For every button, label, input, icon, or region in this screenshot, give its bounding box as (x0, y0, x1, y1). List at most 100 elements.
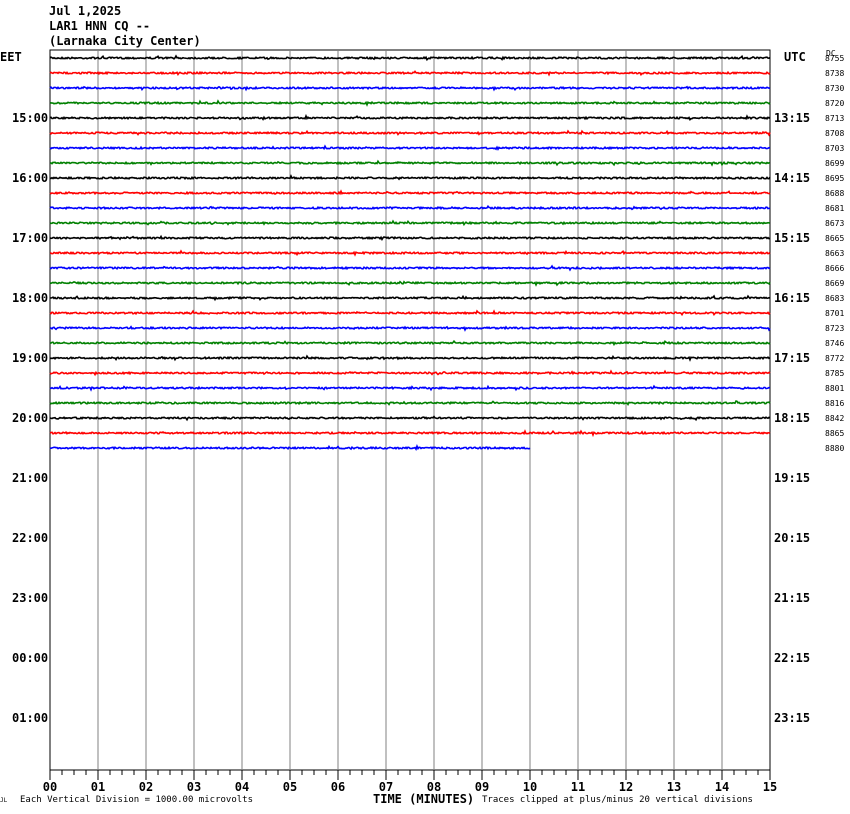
seismic-trace (49, 369, 771, 377)
x-tick-label: 01 (91, 780, 105, 794)
dc-offset-label: 8816 (825, 399, 844, 408)
seismic-trace (49, 280, 771, 287)
x-tick-label: 12 (619, 780, 633, 794)
seismic-trace (49, 189, 771, 196)
x-tick-label: 05 (283, 780, 297, 794)
left-time-label: 17:00 (12, 231, 48, 245)
x-tick-label: 11 (571, 780, 585, 794)
seismic-trace (49, 129, 771, 137)
x-tick-label: 06 (331, 780, 345, 794)
left-time-label: 20:00 (12, 411, 48, 425)
seismic-trace (49, 113, 771, 121)
dc-label: DC (826, 49, 836, 58)
left-timezone-label: EET (0, 50, 22, 64)
dc-offset-label: 8880 (825, 444, 844, 453)
seismic-trace (49, 234, 771, 242)
right-time-label: 17:15 (774, 351, 810, 365)
left-time-label: 22:00 (12, 531, 48, 545)
seismic-trace (49, 204, 771, 211)
seismic-trace (49, 339, 771, 347)
seismic-trace (49, 99, 771, 107)
left-time-label: 21:00 (12, 471, 48, 485)
seismic-trace (49, 325, 771, 332)
x-tick-label: 08 (427, 780, 441, 794)
left-time-label: 16:00 (12, 171, 48, 185)
dc-offset-label: 8666 (825, 264, 844, 273)
dc-offset-label: 8681 (825, 204, 844, 213)
x-tick-label: 07 (379, 780, 393, 794)
x-tick-label: 10 (523, 780, 537, 794)
x-tick-label: 03 (187, 780, 201, 794)
left-time-label: 19:00 (12, 351, 48, 365)
seismic-trace (49, 219, 771, 227)
dc-offset-label: 8746 (825, 339, 844, 348)
dc-offset-label: 8673 (825, 219, 844, 228)
header-station: LAR1 HNN CQ -- (49, 19, 151, 33)
dc-offset-label: 8755 (825, 54, 844, 63)
dc-offset-label: 8683 (825, 294, 844, 303)
seismic-trace (49, 264, 771, 272)
seismic-trace (49, 354, 771, 362)
x-tick-label: 09 (475, 780, 489, 794)
left-time-label: 15:00 (12, 111, 48, 125)
x-tick-label: 04 (235, 780, 249, 794)
right-time-label: 14:15 (774, 171, 810, 185)
x-tick-label: 13 (667, 780, 681, 794)
right-time-label: 20:15 (774, 531, 810, 545)
header-date: Jul 1,2025 (49, 4, 122, 18)
seismic-trace (49, 429, 771, 438)
dc-offset-label: 8708 (825, 129, 844, 138)
seismic-trace (49, 85, 771, 92)
x-tick-label: 02 (139, 780, 153, 794)
dc-offset-label: 8695 (825, 174, 844, 183)
seismic-trace (49, 309, 771, 317)
dc-offset-label: 8663 (825, 249, 844, 258)
scale-note: Each Vertical Division = 1000.00 microvo… (20, 795, 253, 805)
right-time-label: 22:15 (774, 651, 810, 665)
dc-offset-label: 8713 (825, 114, 844, 123)
seismic-trace (49, 400, 771, 406)
dc-offset-label: 8723 (825, 324, 844, 333)
seismic-trace (49, 54, 771, 62)
seismic-trace (49, 249, 771, 257)
plot-frame (49, 49, 771, 771)
dc-offset-label: 8842 (825, 414, 844, 423)
dc-offset-label: 8703 (825, 144, 844, 153)
seismic-trace (49, 159, 771, 167)
dc-offset-label: 8865 (825, 429, 844, 438)
right-time-label: 23:15 (774, 711, 810, 725)
left-time-label: 01:00 (12, 711, 48, 725)
right-timezone-label: UTC (784, 50, 806, 64)
right-time-label: 15:15 (774, 231, 810, 245)
dc-offset-label: 8699 (825, 159, 844, 168)
right-time-label: 21:15 (774, 591, 810, 605)
dc-offset-label: 8738 (825, 69, 844, 78)
seismic-trace (49, 70, 771, 77)
seismic-trace (49, 384, 771, 392)
x-tick-label: 00 (43, 780, 57, 794)
x-tick-label: 15 (763, 780, 777, 794)
left-time-label: 23:00 (12, 591, 48, 605)
left-time-label: 18:00 (12, 291, 48, 305)
dc-offset-label: 8688 (825, 189, 844, 198)
dc-offset-label: 8772 (825, 354, 844, 363)
right-time-label: 18:15 (774, 411, 810, 425)
right-time-label: 13:15 (774, 111, 810, 125)
seismic-trace (49, 144, 771, 151)
dc-offset-label: 8785 (825, 369, 844, 378)
right-time-label: 16:15 (774, 291, 810, 305)
dc-offset-label: 8669 (825, 279, 844, 288)
right-time-label: 19:15 (774, 471, 810, 485)
x-tick-label: 14 (715, 780, 729, 794)
header-location: (Larnaka City Center) (49, 34, 201, 48)
seismic-trace (49, 174, 771, 181)
dc-offset-label: 8701 (825, 309, 844, 318)
dc-offset-label: 8720 (825, 99, 844, 108)
seismic-trace (49, 415, 771, 422)
dc-offset-label: 8801 (825, 384, 844, 393)
seismic-trace (49, 294, 771, 302)
x-axis-label: TIME (MINUTES) (373, 792, 475, 806)
dc-offset-label: 8665 (825, 234, 844, 243)
clip-note: Traces clipped at plus/minus 20 vertical… (482, 795, 753, 805)
